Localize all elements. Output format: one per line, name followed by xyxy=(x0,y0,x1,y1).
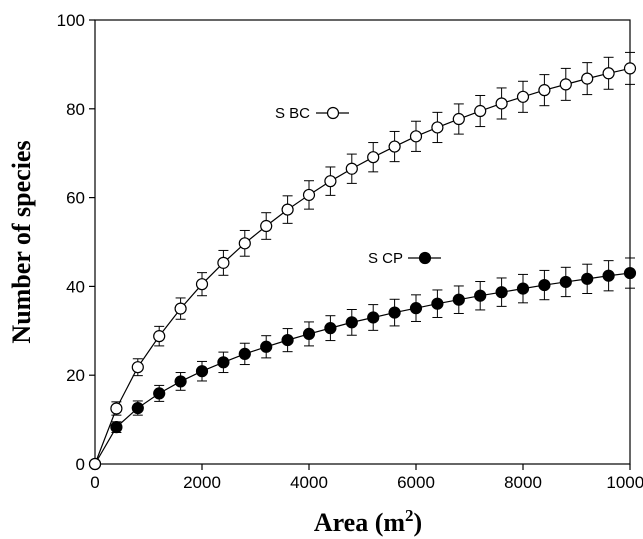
data-point xyxy=(516,282,530,295)
data-point xyxy=(217,256,230,269)
data-point xyxy=(131,361,144,374)
data-point xyxy=(345,162,358,175)
data-point xyxy=(538,278,551,292)
y-axis-title: Number of species xyxy=(7,140,36,343)
data-point xyxy=(153,330,166,343)
x-axis-title-end: ) xyxy=(414,508,423,537)
x-axis-title: Area (m2) xyxy=(314,506,422,537)
data-point xyxy=(174,375,187,388)
data-point xyxy=(302,327,316,341)
y-tick-label: 100 xyxy=(57,11,85,30)
data-point xyxy=(409,130,423,143)
data-point xyxy=(217,356,230,369)
y-tick-label: 20 xyxy=(66,366,85,385)
data-point xyxy=(388,140,401,153)
data-point xyxy=(452,112,465,126)
x-tick-label: 8000 xyxy=(504,473,542,492)
plot-frame xyxy=(94,19,631,465)
x-tick-label: 6000 xyxy=(397,473,435,492)
data-point xyxy=(153,387,166,400)
data-point xyxy=(324,175,337,188)
data-point xyxy=(345,316,358,329)
y-tick-label: 40 xyxy=(66,277,85,296)
legend-marker-sbc xyxy=(326,106,340,120)
legend-marker-scp xyxy=(418,251,432,265)
data-point xyxy=(602,67,615,80)
y-tick-label: 60 xyxy=(66,189,85,208)
data-point xyxy=(495,286,508,299)
data-point xyxy=(367,311,380,324)
data-point xyxy=(409,302,423,315)
data-point xyxy=(260,340,273,353)
data-point xyxy=(495,97,508,110)
data-point xyxy=(623,62,637,75)
series-line-sbc xyxy=(94,67,631,465)
data-point xyxy=(452,293,465,306)
data-point xyxy=(559,275,572,289)
data-point xyxy=(260,219,273,233)
y-axis-ticks: 0 20 40 60 80 100 xyxy=(57,11,95,474)
data-point xyxy=(581,272,594,285)
data-point xyxy=(131,401,144,415)
data-point xyxy=(516,90,530,103)
legend-label-sbc: S BC xyxy=(275,105,310,122)
data-point xyxy=(174,302,187,315)
data-point xyxy=(110,402,123,415)
data-point xyxy=(367,151,380,164)
data-point xyxy=(302,188,316,202)
data-point xyxy=(238,237,251,250)
legend-label-scp: S CP xyxy=(368,250,403,267)
series-layer xyxy=(88,51,637,471)
data-point xyxy=(602,269,615,282)
data-point xyxy=(559,78,572,91)
data-point xyxy=(623,266,637,280)
x-axis-title-superscript: 2 xyxy=(405,506,414,525)
y-tick-label: 0 xyxy=(76,455,85,474)
data-point xyxy=(431,297,444,310)
data-point xyxy=(281,203,294,216)
data-point xyxy=(431,121,444,134)
legend-sbc: S BC xyxy=(275,105,349,122)
data-point xyxy=(581,72,594,85)
x-tick-label: 2000 xyxy=(183,473,221,492)
data-point xyxy=(538,84,551,97)
data-point xyxy=(474,289,487,302)
data-point xyxy=(388,306,401,319)
data-point xyxy=(238,347,251,360)
y-tick-label: 80 xyxy=(66,100,85,119)
data-point xyxy=(474,104,487,118)
data-point xyxy=(281,334,294,347)
series-line-scp xyxy=(94,272,631,465)
data-point xyxy=(110,421,123,434)
x-axis-title-main: Area (m xyxy=(314,508,406,537)
data-point xyxy=(324,322,337,335)
series-sbc xyxy=(88,51,637,471)
data-point xyxy=(195,365,209,378)
x-tick-label: 4000 xyxy=(290,473,328,492)
x-tick-label: 0 xyxy=(90,473,99,492)
data-point xyxy=(88,457,102,471)
series-scp xyxy=(88,257,637,471)
data-point xyxy=(195,278,209,291)
legend-scp: S CP xyxy=(368,250,441,267)
